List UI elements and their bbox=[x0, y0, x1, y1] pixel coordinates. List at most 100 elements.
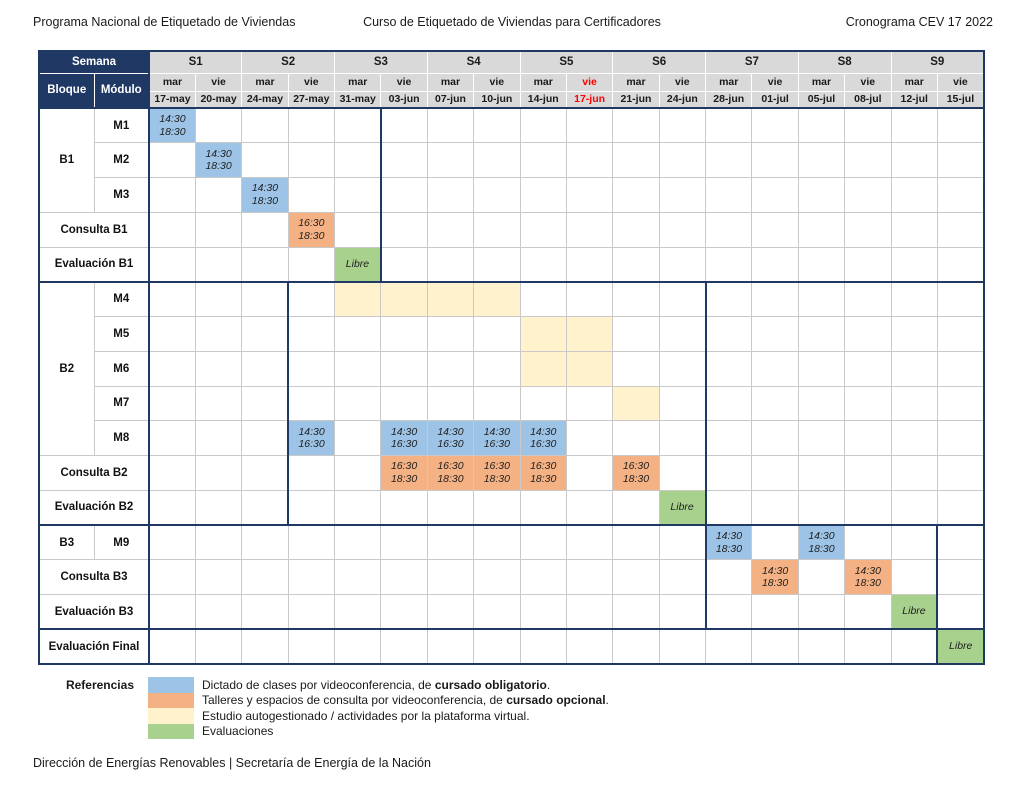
schedule-cell bbox=[844, 142, 892, 178]
schedule-cell bbox=[287, 594, 336, 630]
schedule-cell bbox=[751, 385, 799, 422]
schedule-cell bbox=[612, 350, 660, 387]
schedule-cell bbox=[890, 559, 939, 595]
date-header: 05-jul bbox=[797, 90, 846, 109]
schedule-cell bbox=[241, 628, 289, 665]
schedule-cell bbox=[287, 524, 336, 561]
cell-time-text: 14:30 bbox=[483, 425, 510, 438]
date-header: 10-jun bbox=[473, 90, 521, 109]
cell-time-text: 14:30 bbox=[530, 425, 557, 438]
schedule-cell bbox=[380, 211, 428, 248]
cell-time-text: 16:30 bbox=[390, 460, 418, 473]
cell-time-text: 14:30 bbox=[761, 564, 789, 577]
schedule-cell bbox=[936, 559, 985, 595]
week-header: S5 bbox=[519, 50, 614, 74]
schedule-cell bbox=[565, 385, 614, 422]
schedule-cell bbox=[519, 246, 567, 283]
schedule-cell-yellow bbox=[334, 280, 382, 317]
schedule-cell-yellow bbox=[426, 280, 475, 317]
schedule-cell bbox=[426, 316, 475, 352]
schedule-cell bbox=[751, 350, 799, 387]
schedule-cell bbox=[334, 177, 382, 213]
schedule-cell bbox=[612, 177, 660, 213]
schedule-cell bbox=[658, 350, 707, 387]
schedule-cell bbox=[844, 455, 892, 491]
schedule-cell bbox=[519, 489, 567, 526]
schedule-cell bbox=[194, 524, 243, 561]
day-header: mar bbox=[797, 72, 846, 92]
cell-time-text: 14:30 bbox=[298, 425, 325, 438]
schedule-cell bbox=[890, 524, 939, 561]
schedule-cell-orange: 16:30 18:30 bbox=[612, 455, 660, 491]
schedule-row: B3 M9 14:30 18:30 14:30 18:30 bbox=[38, 524, 985, 561]
schedule-cell bbox=[705, 107, 753, 144]
schedule-cell bbox=[380, 594, 428, 630]
schedule-cell bbox=[380, 350, 428, 387]
day-header: mar bbox=[890, 72, 938, 92]
bloque-header: Bloque bbox=[38, 72, 95, 109]
schedule-cell bbox=[241, 280, 289, 317]
day-header: vie bbox=[194, 72, 243, 92]
date-header: 31-may bbox=[334, 90, 382, 109]
program-title: Programa Nacional de Etiquetado de Vivie… bbox=[33, 15, 296, 29]
schedule-cell bbox=[519, 594, 567, 630]
schedule-cell bbox=[565, 628, 614, 665]
cell-time-text: 16:30 bbox=[298, 217, 325, 230]
schedule-cell bbox=[936, 385, 985, 422]
schedule-row: Evaluación B2 Libre bbox=[38, 489, 985, 526]
schedule-cell bbox=[473, 246, 521, 283]
cell-time-text: 16:30 bbox=[483, 460, 510, 473]
schedule-cell-blue: 14:30 16:30 bbox=[519, 420, 567, 456]
schedule-cell-blue: 14:30 16:30 bbox=[473, 420, 521, 456]
schedule-cell bbox=[194, 489, 243, 526]
schedule-cell-green: Libre bbox=[334, 246, 382, 283]
schedule-cell bbox=[473, 559, 521, 595]
date-header: 14-jun bbox=[519, 90, 567, 109]
schedule-cell bbox=[334, 385, 382, 422]
schedule-cell bbox=[844, 594, 892, 630]
schedule-cell bbox=[797, 246, 846, 283]
schedule-cell bbox=[705, 142, 753, 178]
schedule-cell bbox=[658, 280, 707, 317]
day-header: mar bbox=[705, 72, 753, 92]
schedule-cell bbox=[936, 211, 985, 248]
row-label: Evaluación B1 bbox=[38, 246, 150, 283]
day-header: vie bbox=[287, 72, 336, 92]
schedule-cell bbox=[936, 246, 985, 283]
schedule-cell bbox=[287, 559, 336, 595]
schedule-cell bbox=[797, 316, 846, 352]
module-label: M5 bbox=[93, 316, 150, 352]
schedule-cell bbox=[658, 559, 707, 595]
schedule-cell bbox=[751, 211, 799, 248]
day-header: vie bbox=[380, 72, 428, 92]
schedule-cell bbox=[473, 316, 521, 352]
schedule-cell bbox=[519, 142, 567, 178]
schedule-cell bbox=[565, 524, 614, 561]
schedule-cell bbox=[797, 107, 846, 144]
legend-row: Evaluaciones bbox=[38, 723, 609, 739]
week-header: S8 bbox=[797, 50, 892, 74]
schedule-cell bbox=[797, 142, 846, 178]
date-header: 17-may bbox=[148, 90, 196, 109]
schedule-row: M3 14:30 18:30 bbox=[39, 177, 985, 213]
schedule-cell bbox=[380, 524, 428, 561]
schedule-cell bbox=[194, 594, 243, 630]
schedule-row: Evaluación B3 Libre bbox=[38, 594, 985, 630]
schedule-cell bbox=[705, 628, 753, 665]
module-label: M9 bbox=[93, 524, 150, 561]
schedule-cell bbox=[148, 177, 196, 213]
cell-time-text: 14:30 bbox=[715, 530, 743, 543]
module-label: M8 bbox=[93, 420, 150, 456]
schedule-cell bbox=[844, 177, 892, 213]
schedule-cell bbox=[194, 350, 243, 387]
cell-time-text: 18:30 bbox=[622, 472, 650, 485]
schedule-cell bbox=[565, 142, 614, 178]
schedule-cell bbox=[241, 211, 289, 248]
schedule-cell bbox=[565, 211, 614, 248]
schedule-cell bbox=[705, 246, 753, 283]
schedule-cell bbox=[194, 628, 243, 665]
block-label: B1 bbox=[38, 107, 95, 213]
legend: Referencias Dictado de clases por videoco… bbox=[38, 677, 609, 739]
schedule-cell bbox=[148, 628, 196, 665]
schedule-cell bbox=[148, 420, 196, 456]
